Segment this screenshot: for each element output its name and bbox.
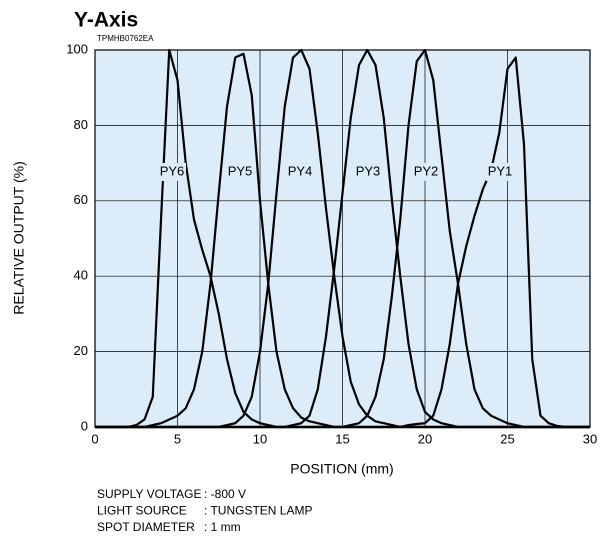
series-label: PY4 (288, 163, 313, 178)
y-tick-label: 100 (66, 41, 88, 56)
series-label-bg (286, 163, 314, 181)
note-value: : -800 V (204, 487, 246, 501)
note-value: : TUNGSTEN LAMP (204, 504, 312, 518)
x-tick-label: 25 (500, 431, 514, 446)
y-tick-label: 60 (74, 192, 88, 207)
note-label: SUPPLY VOLTAGE (97, 487, 201, 501)
x-tick-label: 15 (335, 431, 349, 446)
series-label: PY2 (414, 163, 439, 178)
y-tick-label: 20 (74, 343, 88, 358)
series-label-bg (486, 163, 514, 181)
chart-title: Y-Axis (74, 9, 138, 32)
y-tick-label: 80 (74, 117, 88, 132)
series-label: PY1 (488, 163, 513, 178)
x-tick-label: 20 (418, 431, 432, 446)
series-line (95, 56, 590, 429)
y-tick-label: 40 (74, 268, 88, 283)
x-tick-label: 30 (583, 431, 597, 446)
note-label: SPOT DIAMETER (97, 520, 195, 534)
x-tick-label: 5 (174, 431, 181, 446)
note-value: : 1 mm (204, 520, 241, 534)
series-label: PY6 (160, 163, 185, 178)
series-label-bg (412, 163, 440, 181)
note-label: LIGHT SOURCE (97, 504, 187, 518)
series-label-bg (354, 163, 382, 181)
x-tick-label: 0 (91, 431, 98, 446)
x-axis-label: POSITION (mm) (290, 461, 393, 477)
series-label: PY3 (356, 163, 381, 178)
y-axis-label: RELATIVE OUTPUT (%) (11, 161, 27, 315)
series-label-bg (158, 163, 186, 181)
series-label: PY5 (228, 163, 253, 178)
chart-code: TPMHB0762EA (97, 34, 154, 43)
y-tick-label: 0 (81, 418, 88, 433)
x-tick-label: 10 (253, 431, 267, 446)
series-label-bg (226, 163, 254, 181)
